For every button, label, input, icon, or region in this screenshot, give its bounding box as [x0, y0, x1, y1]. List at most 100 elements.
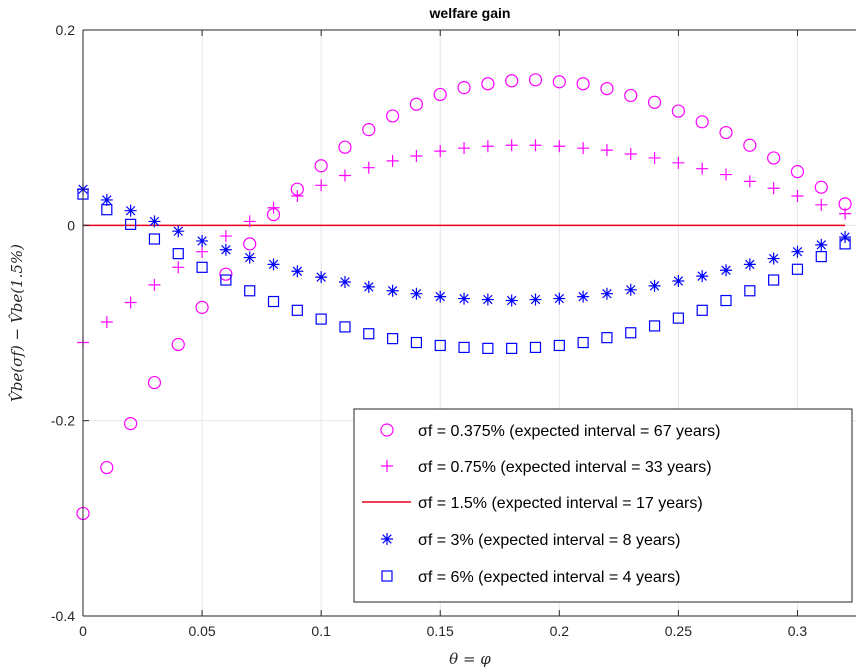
data-point-series-5 [529, 341, 542, 354]
data-point-series-5 [744, 285, 756, 297]
legend: σf = 0.375% (expected interval = 67 year… [353, 408, 853, 603]
data-point-series-4 [219, 243, 232, 256]
data-point-series-2 [600, 144, 613, 157]
data-point-series-5 [815, 250, 827, 263]
data-point-series-5 [482, 342, 494, 354]
data-point-series-4 [767, 252, 780, 265]
data-point-series-5 [172, 248, 184, 260]
data-point-series-4 [624, 283, 637, 296]
data-point-series-1 [457, 81, 471, 95]
legend-symbol-plus [381, 460, 393, 472]
data-point-series-4 [196, 234, 209, 247]
data-point-series-2 [672, 156, 685, 169]
data-point-series-2 [100, 316, 113, 329]
x-axis-label: θ = φ [449, 650, 491, 668]
y-axis-label: V̂be(σf) − V̂be(1.5%) [8, 244, 26, 402]
data-point-series-5 [577, 336, 589, 349]
data-point-series-1 [314, 159, 328, 173]
x-tick-label: 0 [79, 623, 87, 639]
y-tick-label: 0.2 [56, 22, 76, 38]
data-point-series-5 [648, 320, 661, 332]
data-point-series-1 [219, 267, 233, 281]
data-point-series-4 [172, 225, 185, 238]
data-point-series-4 [696, 270, 709, 283]
data-point-series-4 [434, 290, 447, 303]
data-point-series-2 [362, 161, 375, 174]
data-point-series-1 [409, 97, 424, 111]
data-point-series-1 [195, 300, 209, 314]
data-point-series-5 [291, 304, 303, 316]
data-point-series-1 [695, 115, 709, 129]
data-point-series-5 [363, 328, 375, 340]
data-point-series-5 [506, 342, 518, 354]
data-point-series-1 [624, 88, 638, 103]
data-point-series-5 [244, 285, 256, 297]
data-point-series-2 [648, 151, 661, 164]
data-point-series-2 [624, 148, 637, 161]
data-point-series-5 [315, 313, 327, 325]
data-point-series-2 [196, 245, 209, 258]
legend-symbol-circle [380, 423, 394, 437]
y-tick-label: 0 [67, 217, 75, 233]
data-point-series-1 [362, 123, 376, 137]
x-tick-label: 0.3 [788, 623, 808, 639]
data-point-series-2 [124, 296, 137, 309]
legend-entry-label: σf = 6% (expected interval = 4 years) [418, 569, 680, 586]
data-point-series-4 [505, 294, 518, 307]
data-point-series-1 [767, 151, 781, 165]
x-tick-label: 0.05 [188, 623, 215, 639]
data-point-series-4 [267, 258, 280, 271]
data-point-series-2 [696, 162, 709, 175]
data-point-series-2 [815, 198, 828, 211]
data-point-series-2 [148, 278, 161, 291]
data-point-series-2 [434, 145, 447, 158]
data-point-series-4 [839, 231, 852, 244]
data-point-series-4 [124, 204, 137, 217]
data-point-series-2 [553, 140, 566, 153]
data-point-series-2 [458, 142, 471, 155]
data-point-series-5 [196, 261, 208, 273]
data-point-series-2 [338, 169, 351, 182]
data-point-series-1 [600, 81, 614, 96]
data-point-series-5 [601, 332, 613, 344]
data-point-series-5 [625, 327, 637, 339]
data-point-series-5 [410, 336, 423, 349]
data-point-series-2 [720, 168, 733, 181]
legend-entry-label: σf = 0.375% (expected interval = 67 year… [418, 423, 720, 440]
data-point-series-2 [505, 139, 518, 152]
y-tick-label: -0.4 [51, 608, 75, 624]
data-point-series-2 [791, 190, 804, 203]
data-point-series-4 [529, 293, 542, 306]
data-point-series-2 [481, 140, 494, 153]
legend-symbol-square [381, 570, 393, 582]
data-point-series-2 [577, 142, 590, 155]
data-point-series-1 [576, 77, 590, 91]
data-point-series-4 [672, 275, 685, 288]
legend-box [353, 408, 853, 603]
data-point-series-4 [815, 238, 828, 251]
data-point-series-5 [553, 339, 565, 352]
data-point-series-2 [219, 230, 232, 243]
data-point-series-2 [839, 207, 852, 220]
data-point-series-4 [720, 264, 733, 277]
data-point-series-4 [291, 265, 304, 278]
data-point-series-5 [720, 294, 732, 307]
data-point-series-1 [481, 77, 495, 91]
data-point-series-1 [790, 165, 805, 179]
y-tick-labels: -0.4 -0.2 0 0.2 [51, 22, 75, 624]
data-point-series-4 [315, 271, 328, 284]
data-point-series-1 [528, 73, 543, 87]
data-point-series-4 [100, 193, 113, 206]
data-point-series-5 [101, 204, 113, 216]
data-point-series-4 [743, 258, 756, 271]
legend-entry-label: σf = 1.5% (expected interval = 17 years) [418, 495, 703, 512]
data-point-series-1 [171, 337, 185, 352]
data-markers [76, 73, 852, 521]
data-point-series-5 [434, 339, 446, 352]
data-point-series-5 [696, 304, 708, 316]
x-tick-labels: 0 0.05 0.1 0.15 0.2 0.25 0.3 [79, 623, 807, 639]
data-point-series-1 [386, 109, 400, 123]
data-point-series-2 [743, 175, 756, 188]
x-tick-label: 0.1 [311, 623, 331, 639]
x-tick-label: 0.15 [427, 623, 454, 639]
